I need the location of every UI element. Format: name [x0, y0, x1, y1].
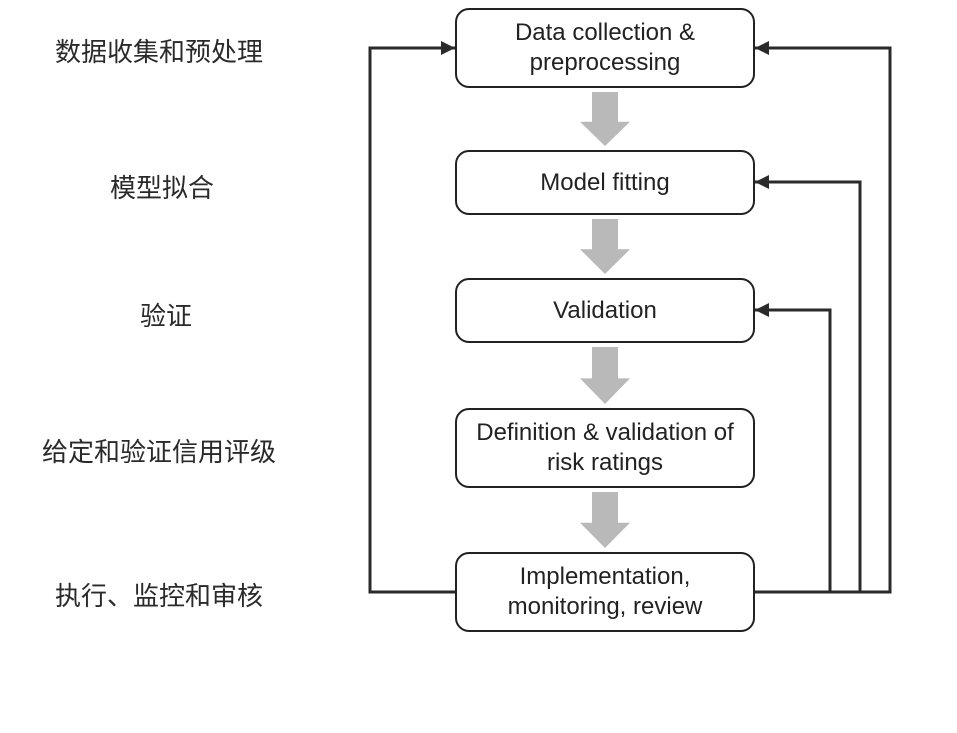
label-cn-3: 验证: [140, 296, 192, 333]
label-cn-5: 执行、监控和审核: [55, 576, 263, 613]
node-model-fitting: Model fitting: [455, 150, 755, 215]
node-label: Definition & validation of risk ratings: [465, 418, 745, 478]
node-implementation: Implementation, monitoring, review: [455, 552, 755, 632]
node-label: Implementation, monitoring, review: [465, 562, 745, 622]
node-risk-ratings: Definition & validation of risk ratings: [455, 408, 755, 488]
node-validation: Validation: [455, 278, 755, 343]
label-cn-4: 给定和验证信用评级: [42, 432, 276, 469]
node-label: Model fitting: [540, 168, 669, 198]
label-cn-1: 数据收集和预处理: [55, 32, 263, 69]
label-cn-2: 模型拟合: [110, 168, 214, 205]
node-label: Data collection & preprocessing: [465, 18, 745, 78]
node-data-collection: Data collection & preprocessing: [455, 8, 755, 88]
node-label: Validation: [553, 296, 657, 326]
